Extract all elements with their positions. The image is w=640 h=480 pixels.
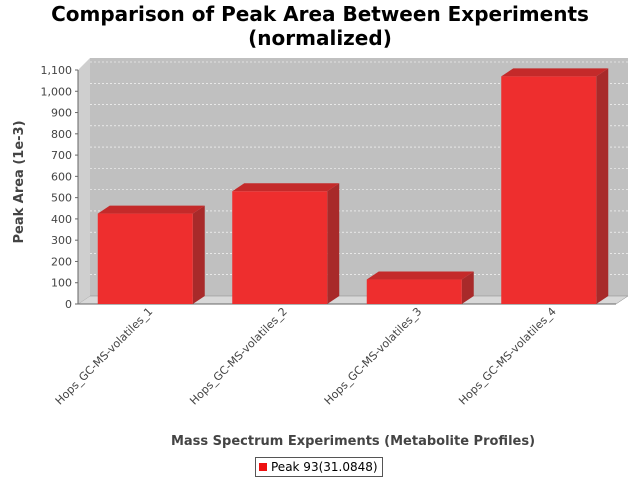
bar-front [501, 76, 597, 304]
x-axis-label: Mass Spectrum Experiments (Metabolite Pr… [171, 434, 535, 449]
x-tick-label: Hops_GC-MS-volatiles_1 [53, 305, 156, 408]
bar-side [461, 271, 474, 304]
bar-side [596, 68, 609, 304]
legend-label: Peak 93(31.0848) [271, 460, 378, 474]
bar [97, 205, 205, 304]
y-tick-label: 700 [51, 149, 72, 162]
y-ticks: 0 100 200 300 400 500 600 700 800 900 1,000 1,100 [41, 64, 78, 311]
bar [232, 183, 340, 304]
y-tick-label: 1,000 [41, 85, 73, 98]
bars [97, 68, 609, 304]
plot-left-wall [78, 58, 90, 304]
bar-top [97, 205, 205, 214]
y-tick-label: 100 [51, 277, 72, 290]
bar-front [232, 191, 328, 304]
y-axis-label: Peak Area (1e-3) [12, 120, 27, 243]
y-tick-label: 500 [51, 192, 72, 205]
y-tick-label: 600 [51, 170, 72, 183]
legend: Peak 93(31.0848) [255, 457, 383, 477]
y-tick-label: 1,100 [41, 64, 73, 77]
x-ticks: Hops_GC-MS-volatiles_1 Hops_GC-MS-volatil… [53, 305, 559, 408]
chart-title: Comparison of Peak Area Between Experime… [0, 2, 640, 50]
bar-top [501, 68, 609, 77]
y-tick-label: 0 [65, 298, 72, 311]
bar-front [366, 279, 462, 304]
bar [501, 68, 609, 304]
y-tick-label: 400 [51, 213, 72, 226]
legend-swatch [259, 463, 267, 471]
bar [366, 271, 474, 304]
bar-top [232, 183, 340, 192]
y-tick-label: 200 [51, 255, 72, 268]
chart-title-line: (normalized) [248, 26, 392, 50]
y-tick-label: 900 [51, 107, 72, 120]
bar-top [366, 271, 474, 280]
bar-side [327, 183, 340, 304]
y-tick-label: 300 [51, 234, 72, 247]
bar-front [97, 213, 193, 304]
plot-background [90, 58, 628, 296]
x-tick-label: Hops_GC-MS-volatiles_4 [456, 305, 559, 408]
bar-side [192, 205, 205, 304]
chart-title-line: Comparison of Peak Area Between Experime… [51, 2, 589, 26]
y-tick-label: 800 [51, 128, 72, 141]
x-tick-label: Hops_GC-MS-volatiles_2 [187, 305, 290, 408]
x-tick-label: Hops_GC-MS-volatiles_3 [322, 305, 425, 408]
